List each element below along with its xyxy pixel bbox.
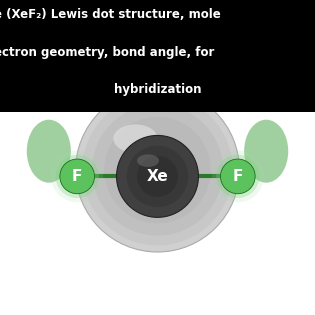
Bar — [0, 0, 315, 112]
Circle shape — [220, 159, 255, 194]
Ellipse shape — [27, 120, 71, 183]
Ellipse shape — [76, 88, 239, 252]
Circle shape — [212, 151, 264, 203]
Ellipse shape — [113, 124, 158, 153]
Circle shape — [127, 146, 188, 207]
Ellipse shape — [121, 133, 194, 207]
Ellipse shape — [92, 105, 223, 236]
Text: F: F — [233, 169, 243, 184]
Text: hybridization: hybridization — [114, 83, 201, 96]
Ellipse shape — [137, 154, 159, 167]
Circle shape — [55, 155, 99, 198]
Circle shape — [137, 156, 178, 197]
Circle shape — [60, 159, 94, 194]
Circle shape — [117, 135, 198, 217]
Ellipse shape — [104, 117, 211, 223]
Ellipse shape — [82, 95, 233, 245]
Circle shape — [51, 151, 103, 203]
Text: Xe: Xe — [146, 169, 169, 184]
Text: F: F — [72, 169, 82, 184]
Ellipse shape — [244, 120, 288, 183]
Circle shape — [216, 155, 260, 198]
Text: ectron geometry, bond angle, for: ectron geometry, bond angle, for — [0, 46, 214, 59]
Text: e (XeF₂) Lewis dot structure, mole: e (XeF₂) Lewis dot structure, mole — [0, 8, 220, 21]
